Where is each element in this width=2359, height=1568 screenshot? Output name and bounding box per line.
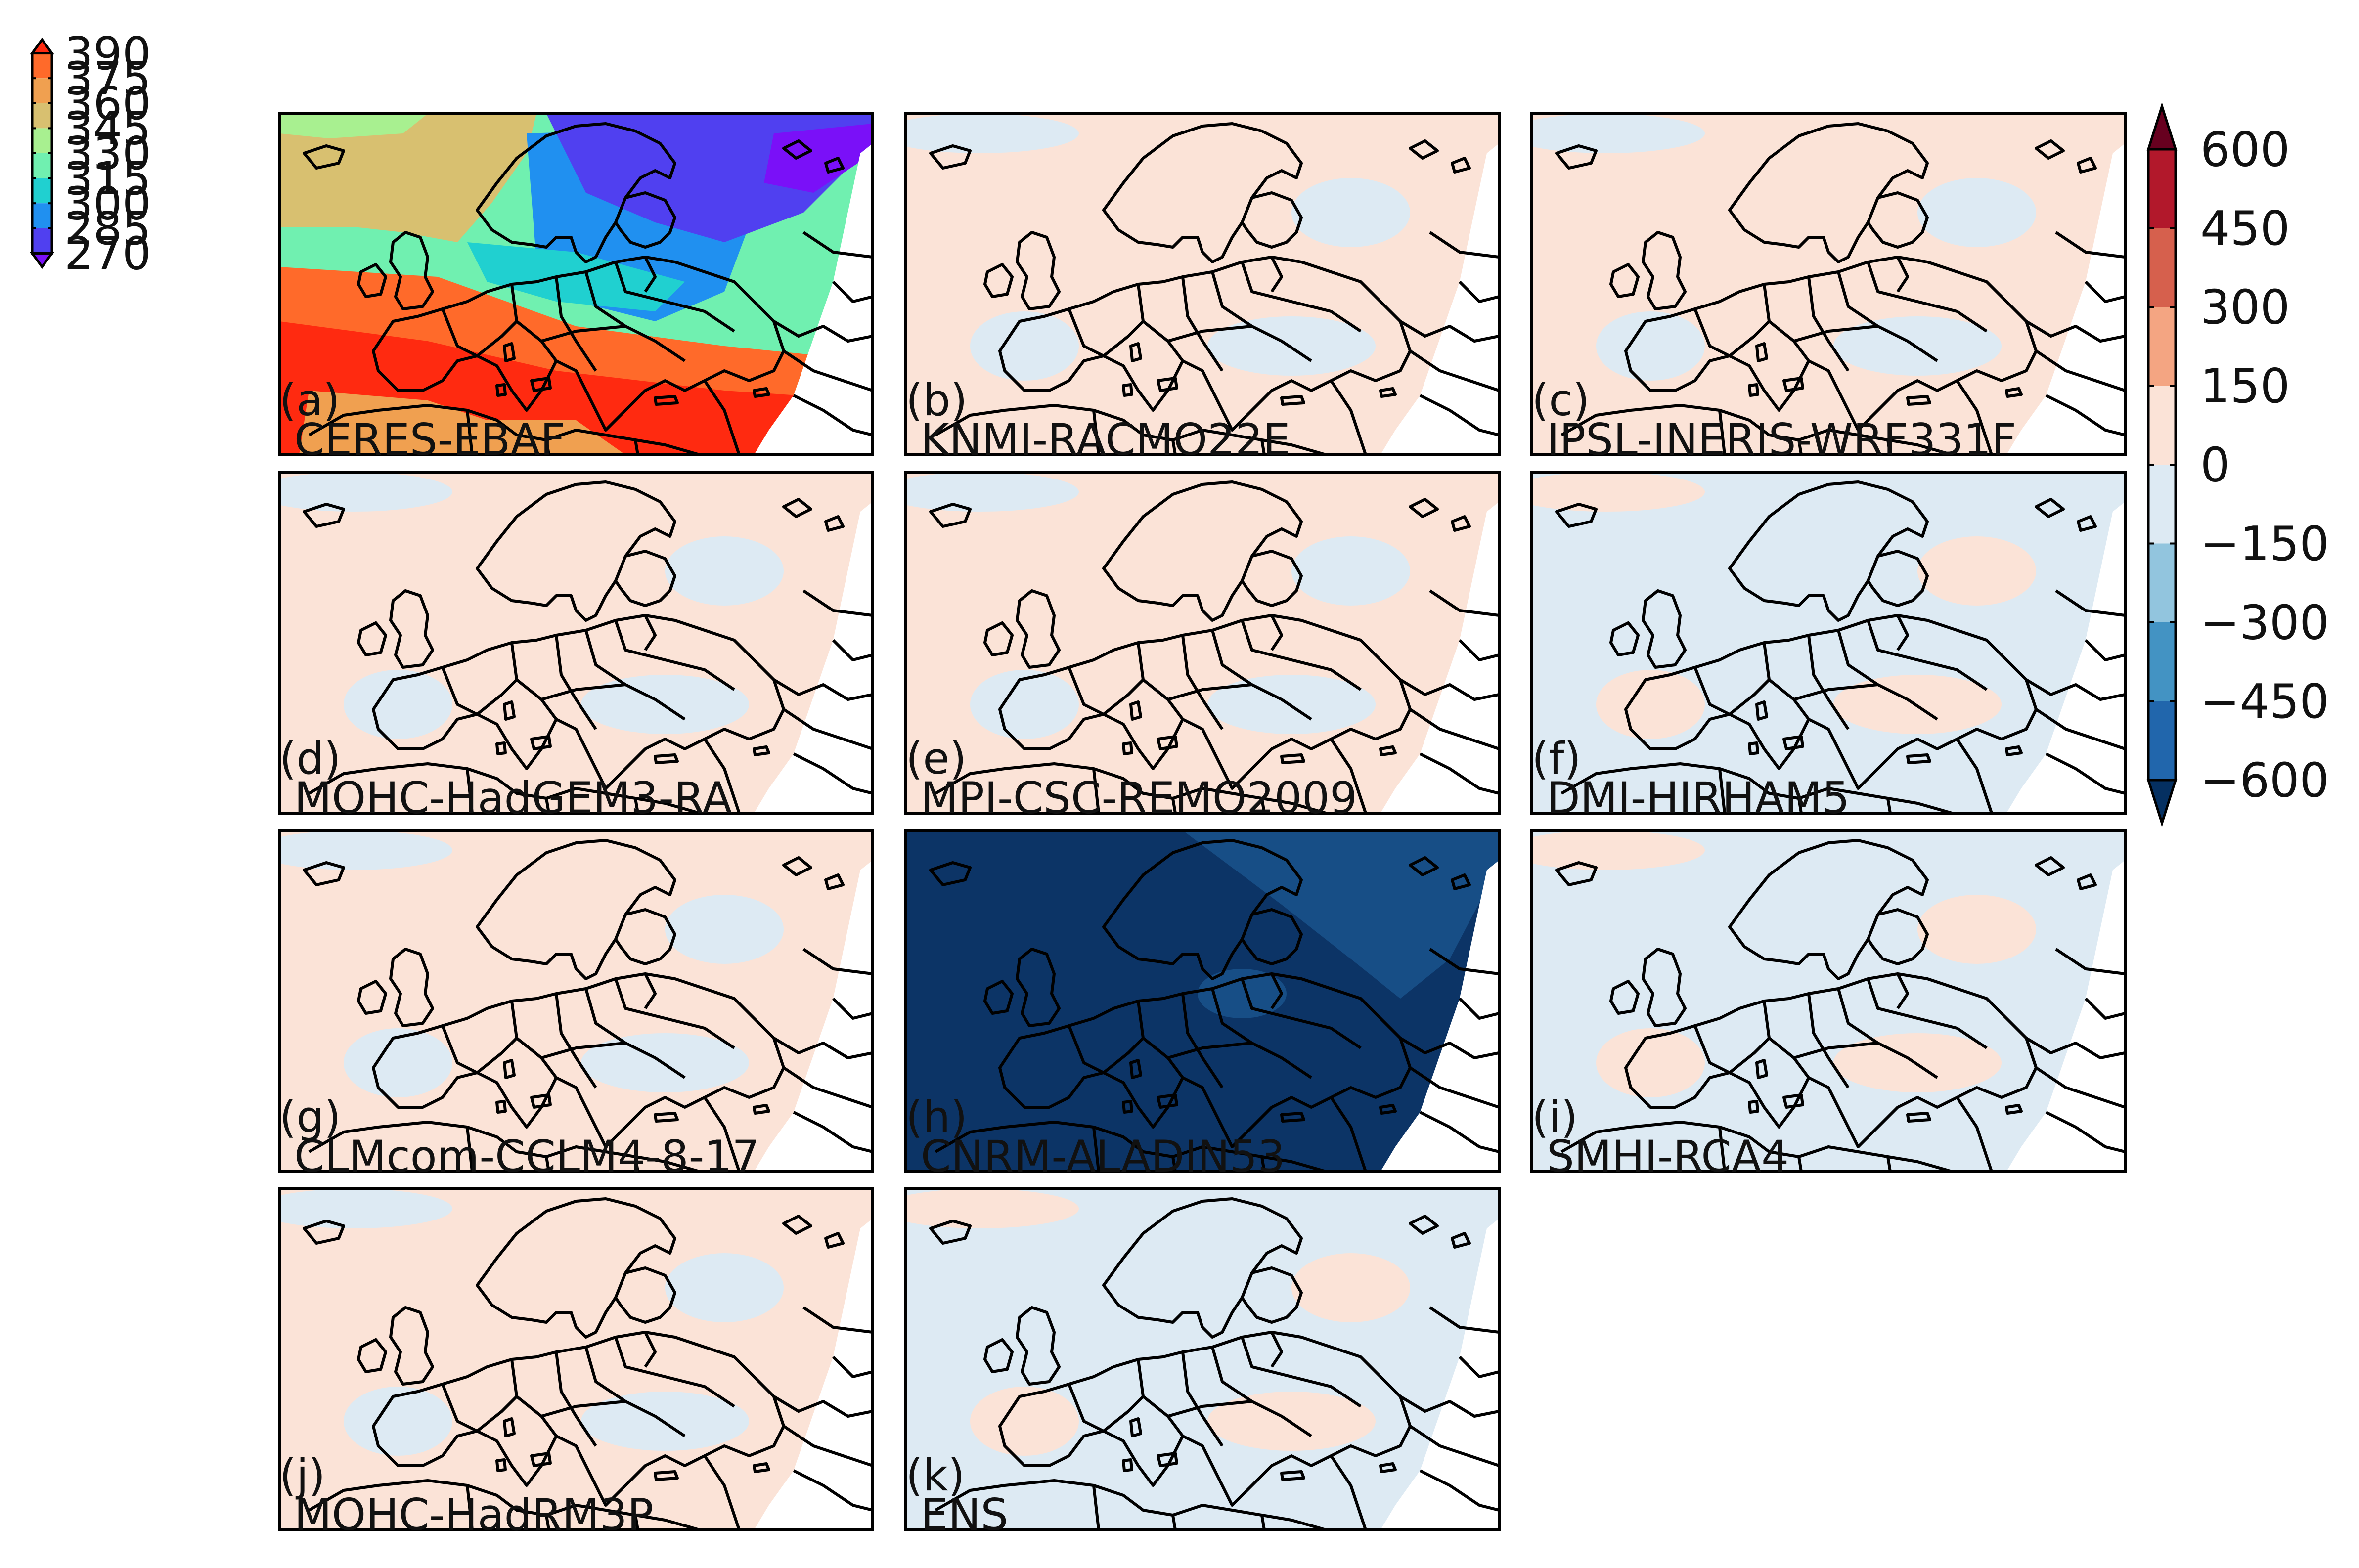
colorbar-small-tick-label: 375	[64, 52, 151, 105]
colorbar-large-tick-label: 600	[2200, 123, 2290, 177]
panel-title-a: CERES-EBAF	[294, 414, 565, 465]
colorbar-small-swatch	[32, 178, 52, 204]
colorbar-large-tick-label: −600	[2200, 753, 2329, 808]
map-panel-e: (e)MPI-CSC-REMO2009	[904, 471, 1501, 824]
map-panel-h: (h)CNRM-ALADIN53	[904, 829, 1501, 1182]
panel-title-i: SMHI-RCA4	[1547, 1131, 1789, 1182]
panel-letter-e: (e)	[906, 733, 967, 784]
panel-letter-h: (h)	[906, 1091, 967, 1142]
colorbar-small-swatch	[32, 53, 52, 79]
map-panel-i: (i)SMHI-RCA4	[1530, 829, 2127, 1182]
colorbar-small-swatch	[32, 153, 52, 178]
colorbar-large-swatch	[2148, 701, 2176, 780]
colorbar-bias: 600 450 300 150 0 −150 −300 −450 −600	[2146, 102, 2329, 828]
panel-title-d: MOHC-HadGEM3-RA	[294, 773, 732, 824]
panel-letter-d: (d)	[279, 733, 341, 784]
panel-letter-a: (a)	[279, 375, 340, 426]
colorbar-small-tick-label: 390	[64, 27, 151, 80]
colorbar-small-extend-bottom	[30, 252, 54, 269]
panel-title-k: ENS	[921, 1489, 1008, 1540]
colorbar-large-tick-label: −300	[2200, 596, 2329, 650]
colorbar-large-swatch	[2148, 622, 2176, 701]
panel-title-g: CLMcom-CCLM4-8-17	[294, 1131, 759, 1182]
colorbar-small-tick-label: 300	[64, 177, 151, 230]
panel-letter-i: (i)	[1532, 1091, 1578, 1142]
colorbar-small-swatch	[32, 78, 52, 103]
colorbar-large-swatch	[2148, 228, 2176, 307]
panel-letter-j: (j)	[279, 1450, 325, 1501]
map-panel-g: (g)CLMcom-CCLM4-8-17	[278, 829, 874, 1182]
map-panel-j: (j)MOHC-HadRM3P	[278, 1187, 874, 1540]
map-panel-a: (a)CERES-EBAF	[278, 112, 874, 465]
colorbar-large-tick-label: 300	[2200, 280, 2290, 335]
panel-title-h: CNRM-ALADIN53	[921, 1131, 1285, 1182]
colorbar-large-extend-top	[2146, 102, 2178, 151]
colorbar-small-tick-label: 345	[64, 102, 151, 155]
colorbar-small-tick-label: 360	[64, 77, 151, 130]
colorbar-large-tick-label: 0	[2200, 438, 2230, 492]
panel-letter-k: (k)	[906, 1450, 965, 1501]
colorbar-small-tick-label: 315	[64, 152, 151, 205]
panel-letter-f: (f)	[1532, 733, 1581, 784]
panel-grid: (a)CERES-EBAF(b)KNMI-RACMO22E(c)IPSL-INE…	[278, 112, 2127, 1540]
map-panel-k: (k)ENS	[904, 1187, 1501, 1540]
colorbar-small-extend-top	[30, 37, 54, 55]
panel-letter-b: (b)	[906, 375, 968, 426]
map-panel-f: (f)DMI-HIRHAM5	[1530, 471, 2127, 824]
colorbar-large-tick-label: 150	[2200, 359, 2290, 414]
colorbar-large-swatch	[2148, 543, 2176, 622]
colorbar-small-swatch	[32, 203, 52, 228]
panel-title-f: DMI-HIRHAM5	[1547, 773, 1850, 824]
colorbar-large-extend-bottom	[2146, 779, 2178, 828]
colorbar-small-tick-label: 330	[64, 127, 151, 180]
colorbar-large-swatch	[2148, 307, 2176, 386]
map-panel-b: (b)KNMI-RACMO22E	[904, 112, 1501, 465]
panel-title-j: MOHC-HadRM3P	[294, 1489, 654, 1540]
colorbar-large-tick-label: 450	[2200, 202, 2290, 256]
colorbar-small-tick-label: 285	[64, 202, 151, 255]
colorbar-large-swatch	[2148, 386, 2176, 465]
colorbar-large-tick-label: −450	[2200, 675, 2329, 729]
map-panel-c: (c)IPSL-INERIS-WRF331F	[1530, 112, 2127, 465]
colorbar-large-swatch	[2148, 465, 2176, 544]
colorbar-large-tick-label: −150	[2200, 517, 2329, 571]
colorbar-small-swatch	[32, 128, 52, 153]
colorbar-large-swatch	[2148, 149, 2176, 228]
panel-letter-c: (c)	[1532, 375, 1590, 426]
panel-title-e: MPI-CSC-REMO2009	[921, 773, 1357, 824]
panel-title-c: IPSL-INERIS-WRF331F	[1547, 414, 2016, 465]
panel-title-b: KNMI-RACMO22E	[921, 414, 1291, 465]
panel-letter-g: (g)	[279, 1091, 341, 1142]
map-panel-d: (d)MOHC-HadGEM3-RA	[278, 471, 874, 824]
colorbar-small-tick-label: 270	[64, 227, 151, 280]
colorbar-small-swatch	[32, 228, 52, 254]
colorbar-small-swatch	[32, 103, 52, 129]
